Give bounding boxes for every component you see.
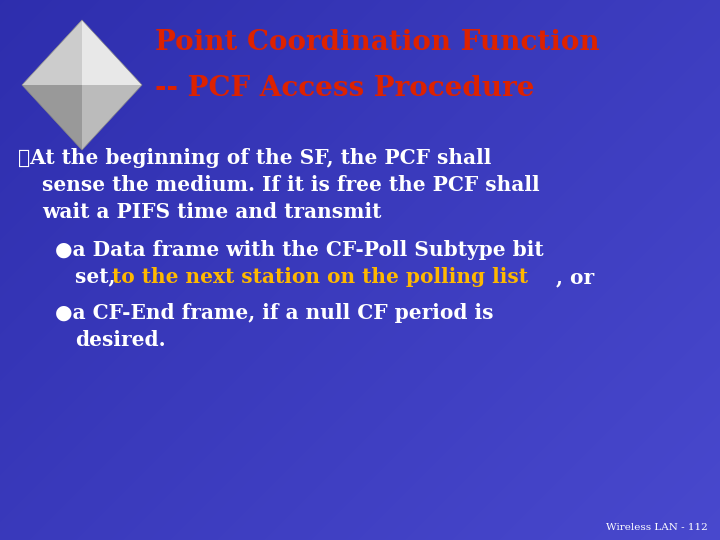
Text: , or: , or bbox=[556, 267, 594, 287]
Text: Wireless LAN - 112: Wireless LAN - 112 bbox=[606, 523, 708, 532]
Text: set,: set, bbox=[75, 267, 122, 287]
Polygon shape bbox=[22, 85, 82, 150]
Text: ●a CF-End frame, if a null CF period is: ●a CF-End frame, if a null CF period is bbox=[55, 303, 493, 323]
Text: sense the medium. If it is free the PCF shall: sense the medium. If it is free the PCF … bbox=[42, 175, 539, 195]
Text: ●a Data frame with the CF-Poll Subtype bit: ●a Data frame with the CF-Poll Subtype b… bbox=[55, 240, 544, 260]
Text: -- PCF Access Procedure: -- PCF Access Procedure bbox=[155, 75, 534, 102]
Polygon shape bbox=[22, 20, 82, 85]
Text: wait a PIFS time and transmit: wait a PIFS time and transmit bbox=[42, 202, 382, 222]
Text: Point Coordination Function: Point Coordination Function bbox=[155, 30, 600, 57]
Text: desired.: desired. bbox=[75, 330, 166, 350]
Polygon shape bbox=[82, 85, 142, 150]
Text: ❖At the beginning of the SF, the PCF shall: ❖At the beginning of the SF, the PCF sha… bbox=[18, 148, 491, 168]
Polygon shape bbox=[22, 20, 142, 85]
Text: to the next station on the polling list: to the next station on the polling list bbox=[112, 267, 528, 287]
